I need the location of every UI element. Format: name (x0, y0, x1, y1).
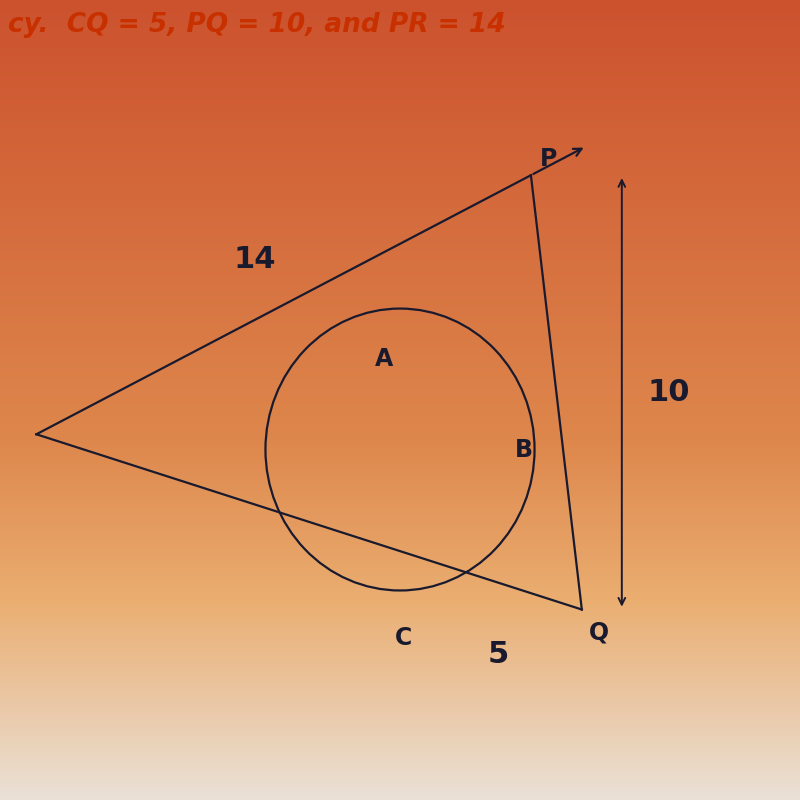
Text: 14: 14 (234, 245, 276, 274)
Text: B: B (515, 438, 533, 462)
Text: P: P (540, 147, 557, 171)
Text: C: C (395, 626, 412, 650)
Text: A: A (374, 346, 393, 370)
Text: 10: 10 (647, 378, 690, 407)
Text: Q: Q (589, 621, 610, 645)
Text: cy.  CQ = 5, PQ = 10, and PR = 14: cy. CQ = 5, PQ = 10, and PR = 14 (8, 12, 506, 38)
Text: 5: 5 (487, 640, 509, 669)
